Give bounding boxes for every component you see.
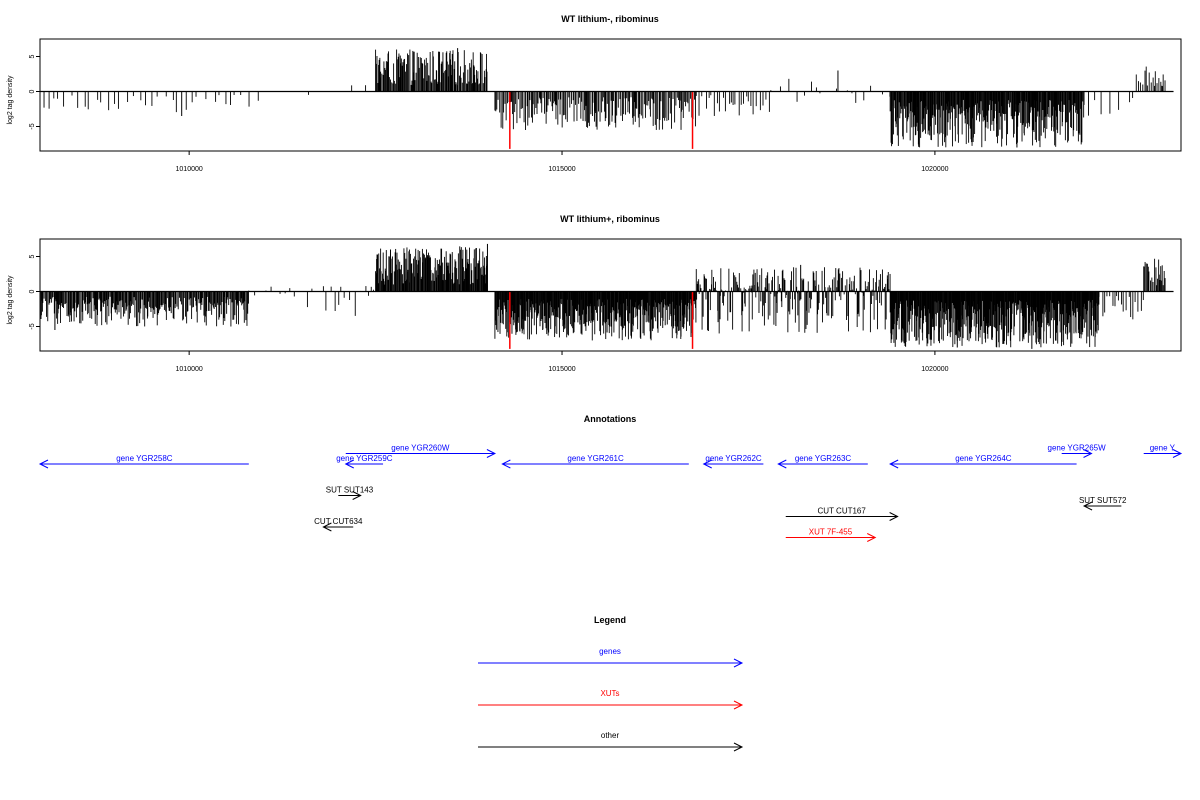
annotation-label: gene YGR262C <box>705 454 762 463</box>
annotation-arrow <box>1143 449 1183 458</box>
panel-2-title: WT lithium+, ribominus <box>560 214 660 224</box>
annotation-arrow <box>38 459 249 469</box>
legend-arrow <box>478 742 744 752</box>
panel-2-xticks: 1010000 1015000 1020000 <box>176 351 949 373</box>
y-tick-label: 0 <box>29 89 36 93</box>
annotation-label: gene YGR259C <box>336 454 393 463</box>
panel-1: WT lithium-, ribominus log2 tag density … <box>7 14 1182 173</box>
annotation-label: gene YGR261C <box>567 454 624 463</box>
annotation-arrow <box>345 449 497 458</box>
panel-1-yticks: -5 0 5 <box>29 54 40 130</box>
annotation-arrow <box>889 459 1077 469</box>
annotation-label: gene YGR265W <box>1048 444 1107 453</box>
annotation-label: gene YGR264C <box>955 454 1012 463</box>
legend-title: Legend <box>594 615 626 625</box>
panel-2-markers <box>509 291 694 349</box>
annotation-arrow <box>322 522 354 532</box>
x-tick-label: 1010000 <box>176 166 203 173</box>
y-tick-label: 5 <box>29 254 36 258</box>
annotation-label: gene Y <box>1150 444 1176 453</box>
y-tick-label: 0 <box>29 289 36 293</box>
annotation-arrow <box>344 459 384 469</box>
x-tick-label: 1015000 <box>548 166 575 173</box>
x-tick-label: 1020000 <box>921 166 948 173</box>
x-tick-label: 1020000 <box>921 366 948 373</box>
x-tick-label: 1015000 <box>548 366 575 373</box>
legend-arrow <box>478 658 744 668</box>
panel-1-bars <box>39 48 1166 148</box>
panel-1-title: WT lithium-, ribominus <box>561 14 659 24</box>
legend: Legend genes XUTs other <box>478 615 744 752</box>
annotation-label: gene YGR263C <box>795 454 852 463</box>
panel-2-bars <box>39 243 1166 349</box>
annotation-label: XUT 7F-455 <box>809 528 853 537</box>
annotation-arrow <box>1082 501 1122 511</box>
y-tick-label: -5 <box>29 123 36 129</box>
annotation-arrow <box>777 459 868 469</box>
x-tick-label: 1010000 <box>176 366 203 373</box>
annotation-arrow <box>785 533 877 542</box>
annotation-label: gene YGR260W <box>391 444 450 453</box>
annotation-arrow <box>338 491 362 500</box>
panel-2: WT lithium+, ribominus log2 tag density … <box>7 214 1182 373</box>
panel-1-markers <box>509 91 694 149</box>
annotation-label: SUT SUT572 <box>1079 496 1127 505</box>
annotation-arrow <box>1061 449 1093 458</box>
legend-arrow <box>478 700 744 710</box>
annotation-label: SUT SUT143 <box>326 486 374 495</box>
annotation-arrow <box>785 512 899 521</box>
legend-label: genes <box>599 647 621 656</box>
annotation-arrow <box>501 459 689 469</box>
panel-2-ylabel: log2 tag density <box>7 275 14 325</box>
panel-2-yticks: -5 0 5 <box>29 254 40 330</box>
annotation-label: CUT CUT167 <box>818 507 867 516</box>
annotations-title: Annotations <box>584 414 637 424</box>
legend-label: other <box>601 731 620 740</box>
legend-items: genes XUTs other <box>478 647 744 752</box>
y-tick-label: -5 <box>29 323 36 329</box>
panel-1-xticks: 1010000 1015000 1020000 <box>176 151 949 173</box>
legend-label: XUTs <box>600 689 619 698</box>
annotation-label: gene YGR258C <box>116 454 173 463</box>
y-tick-label: 5 <box>29 54 36 58</box>
panel-1-ylabel: log2 tag density <box>7 75 14 125</box>
annotations-track: Annotations gene YGR258C gene YGR259Cgene… <box>38 414 1183 542</box>
annotation-arrow <box>702 459 764 469</box>
annotation-label: CUT CUT634 <box>314 517 363 526</box>
